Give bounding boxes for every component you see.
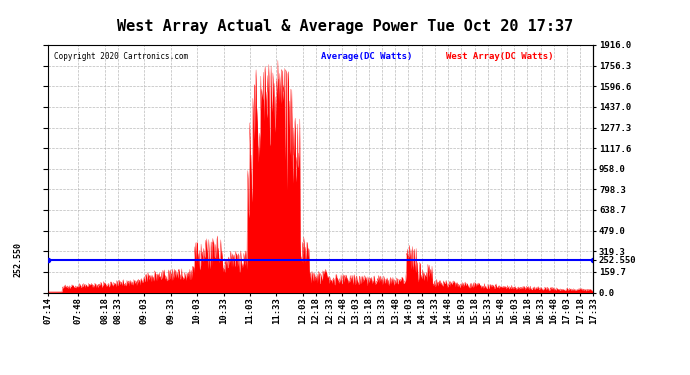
Text: Average(DC Watts): Average(DC Watts) (321, 53, 412, 62)
Text: West Array Actual & Average Power Tue Oct 20 17:37: West Array Actual & Average Power Tue Oc… (117, 19, 573, 34)
Text: 252.550: 252.550 (14, 242, 23, 278)
Text: Copyright 2020 Cartronics.com: Copyright 2020 Cartronics.com (54, 53, 188, 62)
Text: West Array(DC Watts): West Array(DC Watts) (446, 53, 553, 62)
